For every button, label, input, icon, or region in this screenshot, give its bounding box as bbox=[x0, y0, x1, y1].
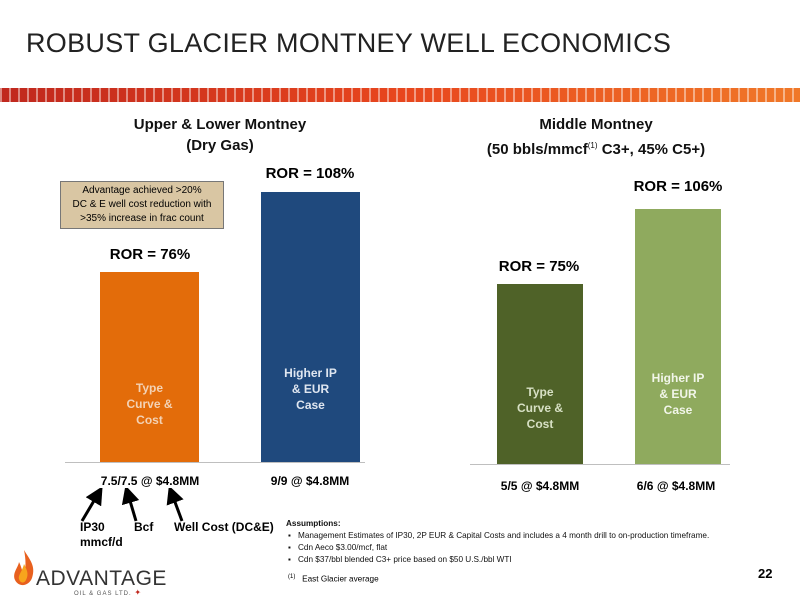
page-number: 22 bbox=[758, 566, 773, 581]
assumption-item: Management Estimates of IP30, 2P EUR & C… bbox=[288, 530, 709, 542]
left-bar-2-value-label: ROR = 108% bbox=[265, 165, 355, 182]
right-bar-1-value-label: ROR = 75% bbox=[498, 258, 580, 275]
legend-well-cost: Well Cost (DC&E) bbox=[174, 520, 274, 534]
cost-arrow bbox=[166, 488, 184, 522]
right-bar-2-inner-label: Higher IP & EUR Case bbox=[651, 371, 705, 417]
bcf-arrow bbox=[121, 488, 140, 522]
footnote-text: East Glacier average bbox=[302, 574, 379, 584]
flame-logo-icon bbox=[14, 550, 34, 586]
right-title-pre: (50 bbls/mmcf bbox=[486, 141, 588, 158]
left-bar-1-inner-label: Type Curve & Cost bbox=[126, 381, 173, 427]
ip30-arrow bbox=[80, 488, 103, 522]
left-bar-type-curve: Type Curve & Cost bbox=[100, 272, 199, 462]
logo-sub-text: OIL & GAS LTD. bbox=[74, 591, 132, 597]
left-chart-title-line1: Upper & Lower Montney bbox=[133, 116, 307, 133]
left-chart-title-line2: (Dry Gas) bbox=[186, 137, 254, 154]
company-logo-text: ADVANTAGE bbox=[36, 567, 167, 590]
assumption-item: Cdn Aeco $3.00/mcf, flat bbox=[288, 542, 709, 554]
company-logo-subtext: OIL & GAS LTD. ✦ bbox=[74, 588, 142, 597]
right-bar-higher-ip: Higher IP & EUR Case bbox=[635, 209, 721, 464]
slide-title: ROBUST GLACIER MONTNEY WELL ECONOMICS bbox=[26, 28, 672, 58]
assumptions-title: Assumptions: bbox=[286, 519, 341, 528]
callout-text: Advantage achieved >20% DC & E well cost… bbox=[72, 185, 212, 224]
right-category-1-label: 5/5 @ $4.8MM bbox=[500, 479, 580, 493]
right-category-2-label: 6/6 @ $4.8MM bbox=[636, 479, 716, 493]
right-bar-1-inner-label: Type Curve & Cost bbox=[516, 385, 563, 431]
right-bar-type-curve: Type Curve & Cost bbox=[497, 284, 583, 464]
legend-arrows bbox=[80, 488, 184, 522]
assumptions-list: Management Estimates of IP30, 2P EUR & C… bbox=[286, 530, 709, 566]
footnote-marker: (1) bbox=[288, 574, 296, 580]
cost-reduction-callout: Advantage achieved >20% DC & E well cost… bbox=[60, 181, 224, 229]
legend-bcf: Bcf bbox=[134, 520, 154, 534]
left-chart-axis bbox=[65, 462, 365, 463]
legend-ip30: IP30 mmcf/d bbox=[80, 520, 123, 549]
left-chart-title: Upper & Lower Montney (Dry Gas) bbox=[70, 114, 370, 156]
right-chart-axis bbox=[470, 464, 730, 465]
left-bar-higher-ip: Higher IP & EUR Case bbox=[261, 192, 360, 462]
right-chart-title: Middle Montney (50 bbls/mmcf(1) C3+, 45%… bbox=[446, 114, 746, 160]
right-chart-title-line1: Middle Montney bbox=[539, 116, 653, 133]
left-category-1-label: 7.5/7.5 @ $4.8MM bbox=[100, 474, 200, 488]
right-bar-2-value-label: ROR = 106% bbox=[633, 178, 723, 195]
maple-leaf-icon: ✦ bbox=[134, 588, 143, 597]
header-stripe bbox=[0, 88, 800, 102]
assumption-item: Cdn $37/bbl blended C3+ price based on $… bbox=[288, 554, 709, 566]
left-bar-2-inner-label: Higher IP & EUR Case bbox=[284, 366, 337, 412]
right-title-footnote-ref: (1) bbox=[587, 141, 598, 150]
left-category-2-label: 9/9 @ $4.8MM bbox=[270, 474, 350, 488]
left-bar-1-value-label: ROR = 76% bbox=[109, 246, 191, 263]
assumptions-block: Assumptions: Management Estimates of IP3… bbox=[286, 518, 709, 566]
right-title-post: C3+, 45% C5+) bbox=[597, 141, 706, 158]
right-chart-title-line2: (50 bbls/mmcf(1) C3+, 45% C5+) bbox=[446, 135, 746, 160]
footnote: (1) East Glacier average bbox=[288, 574, 379, 584]
